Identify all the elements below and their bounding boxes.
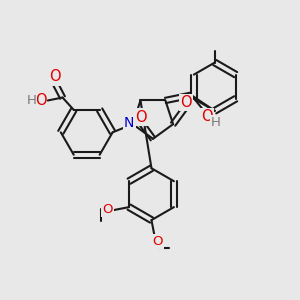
Text: N: N [124,116,134,130]
Text: O: O [35,93,46,108]
Text: O: O [102,203,112,216]
Text: O: O [135,110,147,124]
Text: O: O [180,95,192,110]
Text: H: H [211,116,221,129]
Text: O: O [153,236,163,248]
Text: H: H [26,94,36,107]
Text: O: O [49,69,60,84]
Text: O: O [201,110,213,124]
